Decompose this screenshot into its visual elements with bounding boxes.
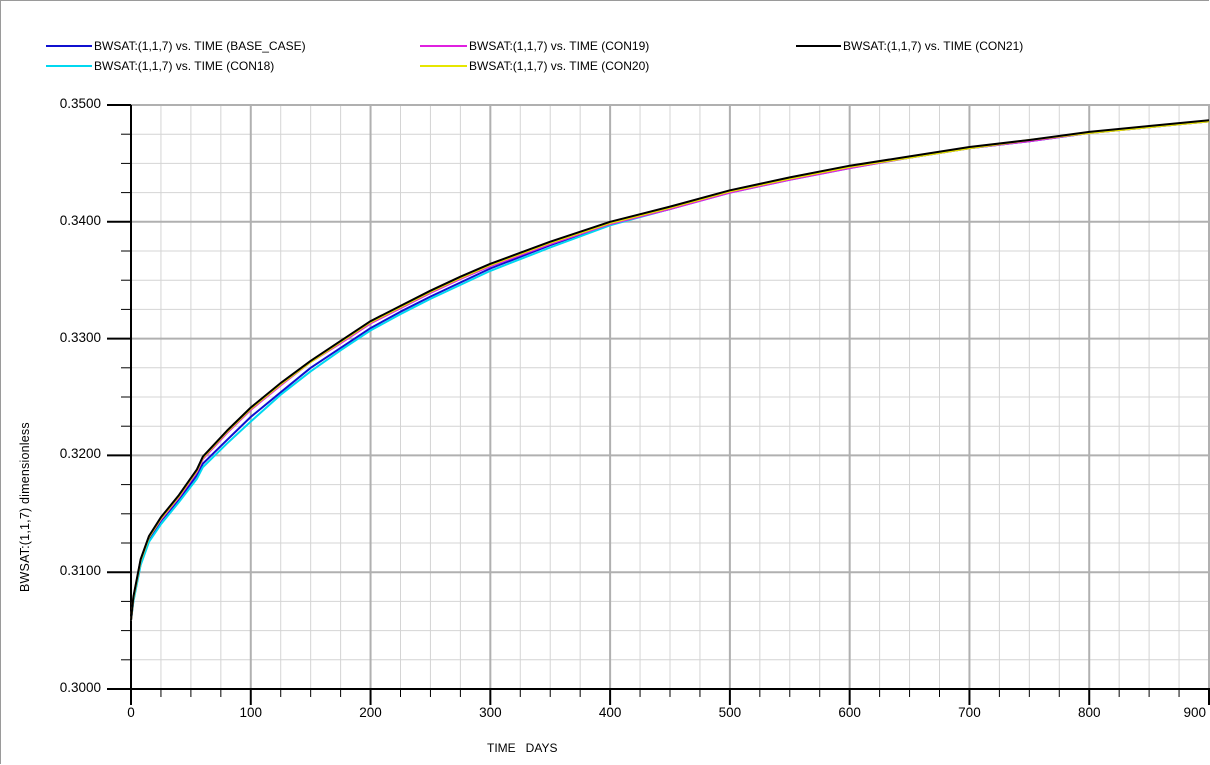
x-tick-label: 0 (127, 705, 135, 720)
legend-swatch-con21 (796, 45, 841, 47)
legend-swatch-base-case (46, 45, 92, 47)
x-tick-label: 900 (1183, 705, 1206, 720)
x-tick-label: 700 (958, 705, 981, 720)
minor-grid (131, 105, 1210, 689)
series-line-con21 (130, 119, 1210, 621)
legend-label-con19: BWSAT:(1,1,7) vs. TIME (CON19) (469, 39, 650, 53)
y-axis-title: BWSAT:(1,1,7) dimensionless (18, 422, 32, 592)
x-tick-label: 100 (239, 705, 263, 720)
legend-label-con21: BWSAT:(1,1,7) vs. TIME (CON21) (843, 39, 1024, 53)
major-grid (131, 104, 1210, 689)
x-tick-label: 800 (1077, 705, 1101, 720)
axes (107, 104, 1210, 705)
x-axis-title: TIME DAYS (487, 741, 558, 755)
y-tick-label: 0.3500 (59, 96, 101, 111)
legend-label-con18: BWSAT:(1,1,7) vs. TIME (CON18) (94, 59, 275, 73)
y-tick-label: 0.3000 (59, 680, 101, 695)
legend-label-con20: BWSAT:(1,1,7) vs. TIME (CON20) (469, 59, 650, 73)
x-tick-label: 300 (479, 705, 502, 720)
legend-label-base-case: BWSAT:(1,1,7) vs. TIME (BASE_CASE) (94, 39, 306, 53)
y-tick-label: 0.3400 (59, 212, 101, 228)
y-tick-label: 0.3200 (59, 446, 101, 462)
legend-swatch-con18 (46, 65, 92, 67)
y-tick-label: 0.3300 (59, 329, 101, 345)
x-tick-label: 400 (598, 705, 622, 720)
x-tick-label: 600 (838, 705, 861, 720)
legend-swatch-con20 (420, 65, 467, 67)
x-tick-label: 200 (359, 705, 382, 720)
series-layer (130, 119, 1210, 621)
legend: BWSAT:(1,1,7) vs. TIME (BASE_CASE) BWSAT… (0, 0, 1210, 90)
y-tick-label: 0.3100 (59, 563, 101, 579)
x-tick-label: 500 (718, 705, 742, 720)
legend-swatch-con19 (420, 45, 467, 47)
